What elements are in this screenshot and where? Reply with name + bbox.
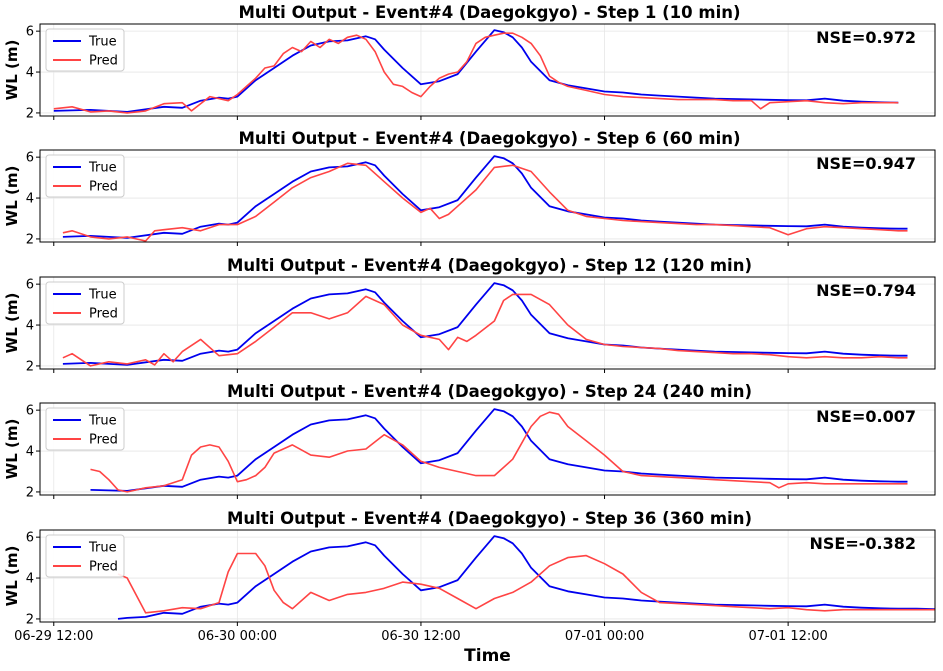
y-tick-label: 4	[26, 319, 34, 334]
y-tick-label: 4	[26, 572, 34, 587]
panel-title: Multi Output - Event#4 (Daegokgyo) - Ste…	[227, 382, 752, 401]
panel-4: Multi Output - Event#4 (Daegokgyo) - Ste…	[3, 382, 936, 500]
y-tick-label: 6	[26, 151, 34, 166]
axes-frame	[39, 529, 936, 623]
y-tick-label: 4	[26, 445, 34, 460]
axes-frame	[39, 402, 936, 496]
panel-2: Multi Output - Event#4 (Daegokgyo) - Ste…	[3, 129, 936, 247]
y-axis-label: WL (m)	[3, 546, 21, 607]
axes-frame	[39, 149, 936, 243]
panel-title: Multi Output - Event#4 (Daegokgyo) - Ste…	[227, 509, 752, 528]
axes-frame	[39, 276, 936, 370]
x-tick-label: 06-30 12:00	[381, 629, 460, 644]
legend-label-pred: Pred	[89, 307, 118, 322]
series-pred-line	[62, 162, 908, 242]
series-pred-line	[90, 411, 908, 493]
series-true-line	[62, 282, 908, 366]
panel-3: Multi Output - Event#4 (Daegokgyo) - Ste…	[3, 256, 936, 374]
series-pred-line	[117, 552, 935, 614]
series-true-line	[62, 155, 908, 239]
y-tick-label: 6	[26, 25, 34, 40]
panel-title: Multi Output - Event#4 (Daegokgyo) - Ste…	[238, 3, 740, 22]
y-tick-label: 2	[26, 359, 34, 374]
x-tick-label: 07-01 00:00	[565, 629, 644, 644]
nse-annotation: NSE=0.972	[816, 28, 916, 47]
legend-label-true: True	[88, 35, 117, 50]
y-tick-label: 2	[26, 232, 34, 247]
panel-title: Multi Output - Event#4 (Daegokgyo) - Ste…	[227, 256, 752, 275]
y-tick-label: 4	[26, 192, 34, 207]
axes-frame	[39, 23, 936, 117]
legend: True Pred	[45, 28, 125, 72]
x-axis-label: Time	[464, 646, 511, 666]
legend-label-pred: Pred	[89, 433, 118, 448]
legend-label-pred: Pred	[89, 54, 118, 69]
y-axis-label: WL (m)	[3, 419, 21, 480]
legend-label-pred: Pred	[89, 560, 118, 575]
y-axis-label: WL (m)	[3, 40, 21, 101]
y-tick-label: 2	[26, 106, 34, 121]
y-tick-label: 6	[26, 404, 34, 419]
y-tick-label: 4	[26, 66, 34, 81]
panel-1: Multi Output - Event#4 (Daegokgyo) - Ste…	[3, 3, 936, 121]
y-axis-label: WL (m)	[3, 166, 21, 227]
panel-5: Multi Output - Event#4 (Daegokgyo) - Ste…	[3, 509, 936, 666]
legend: True Pred	[45, 281, 125, 325]
legend-label-true: True	[88, 288, 117, 303]
legend: True Pred	[45, 534, 125, 578]
x-tick-label: 07-01 12:00	[748, 629, 827, 644]
legend-label-true: True	[88, 414, 117, 429]
y-tick-label: 2	[26, 612, 34, 627]
y-axis-label: WL (m)	[3, 293, 21, 354]
legend: True Pred	[45, 407, 125, 451]
y-tick-label: 6	[26, 278, 34, 293]
legend-label-pred: Pred	[89, 180, 118, 195]
series-pred-line	[53, 32, 899, 114]
y-tick-label: 6	[26, 531, 34, 546]
legend-label-true: True	[88, 161, 117, 176]
panel-title: Multi Output - Event#4 (Daegokgyo) - Ste…	[238, 129, 740, 148]
series-pred-line	[62, 293, 908, 367]
series-true-line	[90, 408, 908, 492]
nse-annotation: NSE=-0.382	[810, 534, 917, 553]
x-tick-label: 06-30 00:00	[198, 629, 277, 644]
nse-annotation: NSE=0.007	[816, 407, 916, 426]
legend: True Pred	[45, 154, 125, 198]
series-true-line	[117, 535, 935, 620]
legend-label-true: True	[88, 541, 117, 556]
series-true-line	[53, 29, 899, 113]
nse-annotation: NSE=0.794	[816, 281, 916, 300]
y-tick-label: 2	[26, 485, 34, 500]
x-tick-label: 06-29 12:00	[14, 629, 93, 644]
nse-annotation: NSE=0.947	[816, 154, 916, 173]
